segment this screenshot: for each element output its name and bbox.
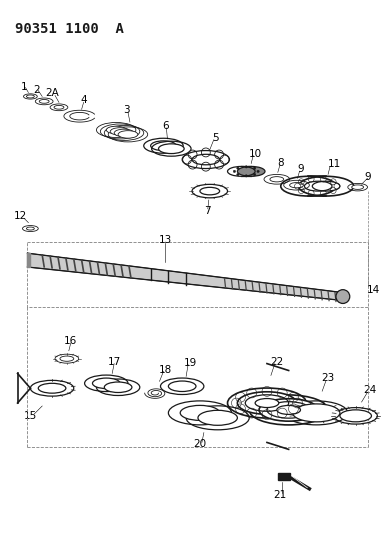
Ellipse shape	[336, 289, 350, 303]
Ellipse shape	[259, 399, 318, 421]
Text: 19: 19	[183, 358, 197, 368]
Text: 1: 1	[21, 82, 28, 92]
Ellipse shape	[158, 144, 184, 154]
Ellipse shape	[27, 227, 34, 230]
Ellipse shape	[110, 128, 130, 135]
Circle shape	[245, 166, 247, 168]
Ellipse shape	[198, 410, 238, 425]
Text: 6: 6	[162, 121, 169, 131]
Ellipse shape	[104, 382, 132, 392]
Circle shape	[233, 170, 236, 173]
Ellipse shape	[106, 126, 126, 134]
Text: 15: 15	[24, 411, 37, 421]
Ellipse shape	[180, 406, 220, 421]
Text: 14: 14	[367, 285, 380, 295]
Text: 9: 9	[297, 164, 304, 174]
Text: 23: 23	[321, 374, 335, 383]
Circle shape	[245, 175, 247, 177]
Text: 20: 20	[193, 439, 206, 449]
Circle shape	[254, 167, 256, 169]
Ellipse shape	[27, 95, 34, 98]
Circle shape	[237, 167, 239, 169]
Ellipse shape	[60, 356, 74, 361]
Text: 90351 1100  A: 90351 1100 A	[14, 21, 124, 36]
Ellipse shape	[238, 166, 265, 176]
Text: 4: 4	[80, 95, 87, 106]
Ellipse shape	[312, 181, 340, 191]
Text: 2A: 2A	[45, 88, 59, 99]
Text: 8: 8	[277, 158, 284, 168]
Text: 24: 24	[363, 385, 376, 395]
Text: 3: 3	[123, 105, 129, 115]
Text: 13: 13	[159, 236, 172, 245]
Ellipse shape	[92, 378, 120, 389]
Circle shape	[257, 170, 259, 173]
Ellipse shape	[114, 129, 134, 136]
Text: 2: 2	[33, 85, 40, 94]
Ellipse shape	[200, 187, 220, 195]
Ellipse shape	[54, 106, 64, 109]
Ellipse shape	[290, 183, 303, 188]
Circle shape	[254, 173, 256, 176]
Ellipse shape	[151, 141, 176, 151]
Text: 9: 9	[364, 172, 371, 182]
Ellipse shape	[255, 399, 279, 408]
Text: 12: 12	[14, 211, 27, 221]
Polygon shape	[27, 253, 30, 267]
Ellipse shape	[352, 185, 363, 189]
Text: 11: 11	[327, 159, 340, 169]
Polygon shape	[278, 473, 290, 480]
Text: 7: 7	[204, 206, 211, 216]
Text: 22: 22	[270, 357, 284, 367]
Ellipse shape	[118, 131, 138, 138]
Ellipse shape	[39, 100, 49, 103]
Text: 21: 21	[273, 490, 286, 500]
Ellipse shape	[277, 406, 300, 415]
Text: 10: 10	[248, 149, 262, 159]
Ellipse shape	[292, 404, 340, 422]
Ellipse shape	[340, 410, 371, 422]
Text: 17: 17	[108, 357, 121, 367]
Ellipse shape	[238, 392, 296, 414]
Circle shape	[237, 173, 239, 176]
Text: 5: 5	[213, 133, 219, 143]
Ellipse shape	[270, 176, 284, 182]
Ellipse shape	[192, 154, 220, 165]
Polygon shape	[27, 253, 343, 301]
Ellipse shape	[38, 383, 66, 393]
Text: 18: 18	[159, 365, 172, 375]
Text: 16: 16	[64, 336, 78, 346]
Ellipse shape	[168, 381, 196, 392]
